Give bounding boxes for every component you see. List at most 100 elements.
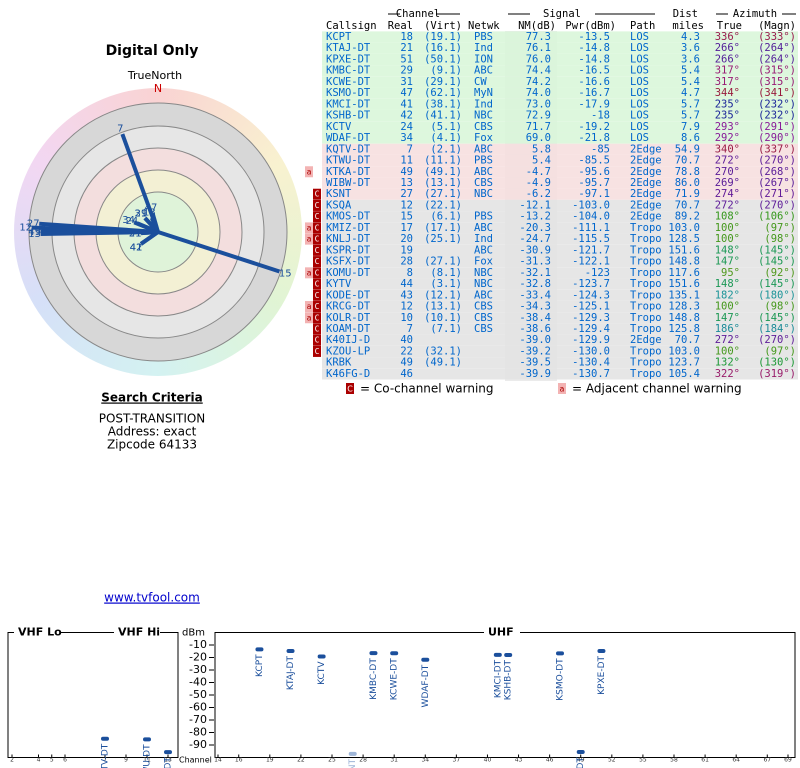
cell-pwr: -14.8 [578,53,610,65]
cell-netwk: NBC [474,267,493,279]
cell-az_magn: (337°) [758,143,796,155]
legend-text: = Co-channel warning [360,382,494,396]
cell-az_magn: (98°) [764,233,796,245]
cell-virt: (49.1) [424,166,462,178]
cell-az_true: 132° [715,357,740,369]
cell-virt: (17.1) [424,222,462,234]
cell-az_true: 344° [715,87,740,99]
col-header: Real [388,20,413,32]
cell-path: Tropo [630,256,662,268]
cell-pwr: -129.3 [572,312,610,324]
cell-dist: 5.4 [681,76,700,88]
cell-virt: (5.1) [430,121,462,133]
channel-mark [255,647,264,652]
cell-az_true: 147° [715,256,740,268]
cell-dist: 148.8 [668,312,700,324]
channel-callsign: WDAF-DT [421,664,431,707]
cell-dist: 105.4 [668,368,700,380]
warn-icon [305,166,313,178]
x-tick-label: 7 [103,757,107,764]
cell-az_true: 340° [715,143,740,155]
x-tick-label: 14 [214,757,222,764]
cell-pwr: -18 [591,110,610,122]
cell-real: 31 [400,76,413,88]
search-title: Search Criteria [101,391,202,405]
cell-az_true: 336° [715,31,740,43]
cell-az_magn: (92°) [764,267,796,279]
cell-nm: 72.9 [526,110,551,122]
channel-mark [317,654,326,659]
col-header: miles [672,20,704,32]
row-bg [322,65,798,77]
cell-dist: 89.2 [675,211,700,223]
cell-az_true: 293° [715,121,740,133]
warn-icon-text: C [315,324,320,333]
warn-icon-text: C [315,235,320,244]
cell-nm: -12.1 [519,199,551,211]
row-bg [322,121,798,133]
warn-icon-text: C [315,302,320,311]
channel-mark [556,651,564,656]
cell-real: 20 [400,233,413,245]
cell-nm: -32.1 [519,267,551,279]
station-channel: 13 [28,229,41,240]
cell-az_true: 148° [715,244,740,256]
channel-callsign: KMCI-DT [493,659,503,698]
warn-icon-text: C [315,336,320,345]
cell-netwk: Ind [474,233,493,245]
channel-callsign: KTKA-DT [576,757,586,768]
channel-mark [286,649,295,653]
site-link[interactable]: www.tvfool.com [104,591,200,605]
row-bg [322,76,798,88]
cell-az_magn: (145°) [758,312,796,324]
col-header: True [717,20,742,32]
cell-path: Tropo [630,278,662,290]
group-header: Channel [396,8,440,20]
cell-callsign: KODE-DT [326,289,371,301]
cell-virt: (29.1) [424,76,462,88]
cell-path: Tropo [630,233,662,245]
cell-az_magn: (290°) [758,132,796,144]
warn-icon [313,188,321,200]
search-line: Address: exact [108,425,197,439]
cell-az_true: 317° [715,65,740,77]
cell-virt: (9.1) [430,65,462,77]
cell-netwk: NBC [474,278,493,290]
channel-mark [369,651,378,656]
x-tick-label: 31 [390,757,398,764]
cell-nm: -34.3 [519,301,551,313]
cell-nm: 69.0 [526,132,551,144]
row-bg [322,154,798,167]
station-channel: 31 [134,209,147,220]
cell-real: 49 [400,166,413,178]
cell-netwk: ABC [474,222,493,234]
warn-icon [305,312,313,324]
warn-icon-text: C [315,280,320,289]
cell-pwr: -14.8 [578,42,610,54]
search-line: Zipcode 64133 [107,438,197,452]
group-header: Dist [673,8,698,20]
cell-real: 29 [400,65,413,77]
cell-az_magn: (315°) [758,76,796,88]
cell-pwr: -85 [591,143,610,155]
x-tick-label: 55 [639,757,647,764]
cell-dist: 4.7 [681,87,700,99]
cell-pwr: -129.4 [572,323,610,335]
cell-callsign: K46FG-D [326,368,370,380]
cell-dist: 70.7 [675,199,700,211]
x-tick-label: 69 [784,757,792,764]
cell-az_magn: (97°) [764,222,796,234]
channel-callsign: KSNT [348,758,358,768]
row-bg [322,368,798,380]
row-bg [322,233,798,245]
cell-nm: -32.8 [519,278,551,290]
cell-callsign: WIBW-DT [326,177,371,189]
cell-dist: 4.3 [681,31,700,43]
section-label-bg [114,625,160,640]
x-tick-label: 37 [453,757,461,764]
row-bg [322,42,798,54]
north-label: TrueNorth [127,69,182,82]
station-channel: 7 [117,123,123,134]
cell-nm: 74.4 [526,65,551,77]
cell-az_true: 274° [715,188,740,200]
